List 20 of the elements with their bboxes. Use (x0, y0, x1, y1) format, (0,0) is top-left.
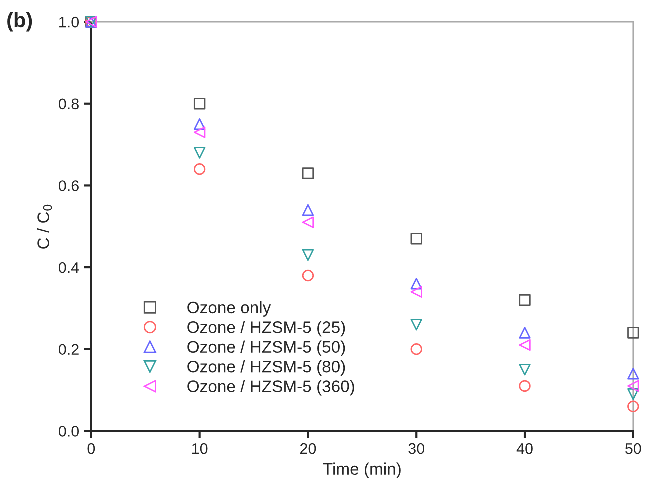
y-tick-label: 0.4 (58, 262, 80, 274)
x-tick-label: 20 (300, 443, 316, 454)
y-tick-label: 1.0 (60, 16, 80, 28)
x-tick-label: 0 (88, 443, 96, 454)
legend-label: Ozone / HZSM-5 (25) (188, 321, 346, 337)
y-axis-title: C / C$_{0}$ (37, 204, 52, 249)
legend-label: Ozone only (188, 301, 272, 317)
x-tick-label: 50 (626, 443, 642, 454)
y-tick-label: 0.6 (58, 180, 79, 192)
text: (b) (8, 12, 32, 32)
x-tick-label: 30 (408, 443, 425, 454)
x-tick-label: 10 (192, 443, 208, 454)
x-axis-title: Time (min) (323, 462, 401, 478)
y-tick-label: 0.2 (58, 344, 79, 356)
y-tick-label: 0.8 (58, 98, 79, 110)
legend-label: Ozone / HZSM-5 (80) (188, 360, 346, 376)
x-tick-label: 40 (516, 443, 533, 454)
y-tick-label: 0.0 (58, 426, 80, 437)
legend-label: Ozone / HZSM-5 (50) (188, 340, 346, 356)
legend-label: Ozone / HZSM-5 (360) (188, 380, 354, 396)
